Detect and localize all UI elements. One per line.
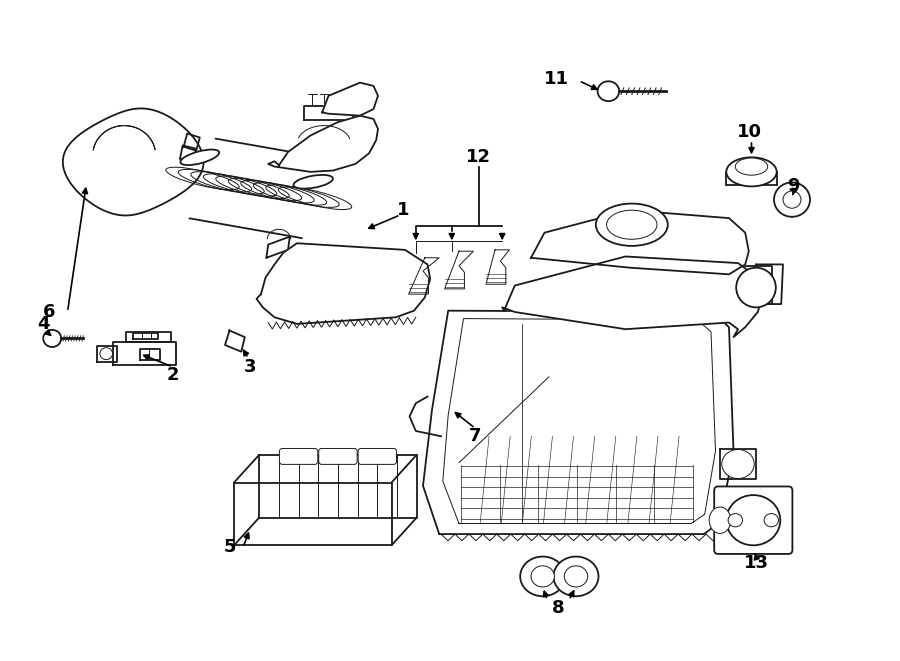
Polygon shape bbox=[409, 258, 439, 294]
Polygon shape bbox=[502, 256, 763, 337]
Polygon shape bbox=[112, 342, 176, 365]
Ellipse shape bbox=[783, 191, 801, 208]
Text: 6: 6 bbox=[43, 303, 56, 321]
Text: 2: 2 bbox=[166, 366, 179, 385]
Polygon shape bbox=[180, 145, 196, 162]
Polygon shape bbox=[126, 332, 171, 342]
Ellipse shape bbox=[774, 182, 810, 217]
Polygon shape bbox=[738, 266, 772, 304]
Polygon shape bbox=[184, 134, 200, 151]
Text: 8: 8 bbox=[552, 599, 564, 617]
Ellipse shape bbox=[531, 566, 554, 587]
Ellipse shape bbox=[596, 204, 668, 246]
Polygon shape bbox=[268, 116, 378, 172]
Ellipse shape bbox=[180, 149, 220, 165]
FancyBboxPatch shape bbox=[715, 486, 792, 554]
Text: 7: 7 bbox=[469, 427, 482, 446]
Ellipse shape bbox=[764, 514, 778, 527]
Ellipse shape bbox=[736, 268, 776, 307]
Ellipse shape bbox=[722, 449, 754, 479]
Text: 3: 3 bbox=[244, 358, 256, 376]
Polygon shape bbox=[140, 349, 160, 360]
Polygon shape bbox=[531, 210, 749, 274]
Polygon shape bbox=[486, 250, 509, 284]
Text: 12: 12 bbox=[466, 148, 491, 167]
FancyBboxPatch shape bbox=[279, 448, 318, 465]
FancyBboxPatch shape bbox=[358, 448, 397, 465]
Ellipse shape bbox=[554, 557, 598, 596]
Ellipse shape bbox=[735, 158, 768, 175]
Text: 9: 9 bbox=[788, 177, 800, 196]
Polygon shape bbox=[322, 83, 378, 116]
FancyBboxPatch shape bbox=[319, 448, 357, 465]
Polygon shape bbox=[259, 455, 417, 518]
Ellipse shape bbox=[726, 157, 777, 186]
Text: 1: 1 bbox=[397, 200, 410, 219]
Ellipse shape bbox=[43, 330, 61, 347]
Polygon shape bbox=[754, 264, 783, 304]
Ellipse shape bbox=[598, 81, 619, 101]
Polygon shape bbox=[225, 330, 245, 352]
Text: 13: 13 bbox=[743, 554, 769, 572]
Ellipse shape bbox=[726, 495, 780, 545]
Text: 11: 11 bbox=[544, 70, 569, 89]
Text: 5: 5 bbox=[223, 538, 236, 557]
Polygon shape bbox=[133, 333, 158, 339]
Ellipse shape bbox=[728, 514, 742, 527]
Polygon shape bbox=[256, 243, 430, 324]
Polygon shape bbox=[97, 346, 117, 362]
Ellipse shape bbox=[564, 566, 588, 587]
Polygon shape bbox=[423, 311, 734, 534]
Polygon shape bbox=[266, 237, 290, 258]
Ellipse shape bbox=[520, 557, 565, 596]
Ellipse shape bbox=[607, 210, 657, 239]
Polygon shape bbox=[720, 449, 756, 479]
Ellipse shape bbox=[100, 348, 112, 360]
Polygon shape bbox=[63, 108, 203, 215]
Text: 10: 10 bbox=[737, 123, 762, 141]
Polygon shape bbox=[304, 106, 353, 120]
Polygon shape bbox=[234, 483, 392, 545]
Text: 4: 4 bbox=[37, 315, 50, 333]
Polygon shape bbox=[191, 143, 327, 234]
Polygon shape bbox=[445, 251, 473, 289]
Ellipse shape bbox=[293, 175, 333, 188]
Ellipse shape bbox=[709, 507, 731, 533]
